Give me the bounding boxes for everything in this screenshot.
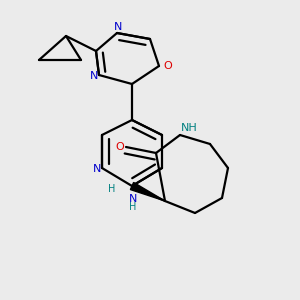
- Text: N: N: [93, 164, 101, 174]
- Text: N: N: [129, 194, 137, 203]
- Text: H: H: [108, 184, 116, 194]
- Polygon shape: [130, 182, 165, 201]
- Text: NH: NH: [181, 123, 198, 133]
- Text: N: N: [114, 22, 122, 32]
- Text: O: O: [116, 142, 124, 152]
- Text: O: O: [164, 61, 172, 71]
- Text: N: N: [90, 70, 98, 81]
- Text: H: H: [129, 202, 137, 212]
